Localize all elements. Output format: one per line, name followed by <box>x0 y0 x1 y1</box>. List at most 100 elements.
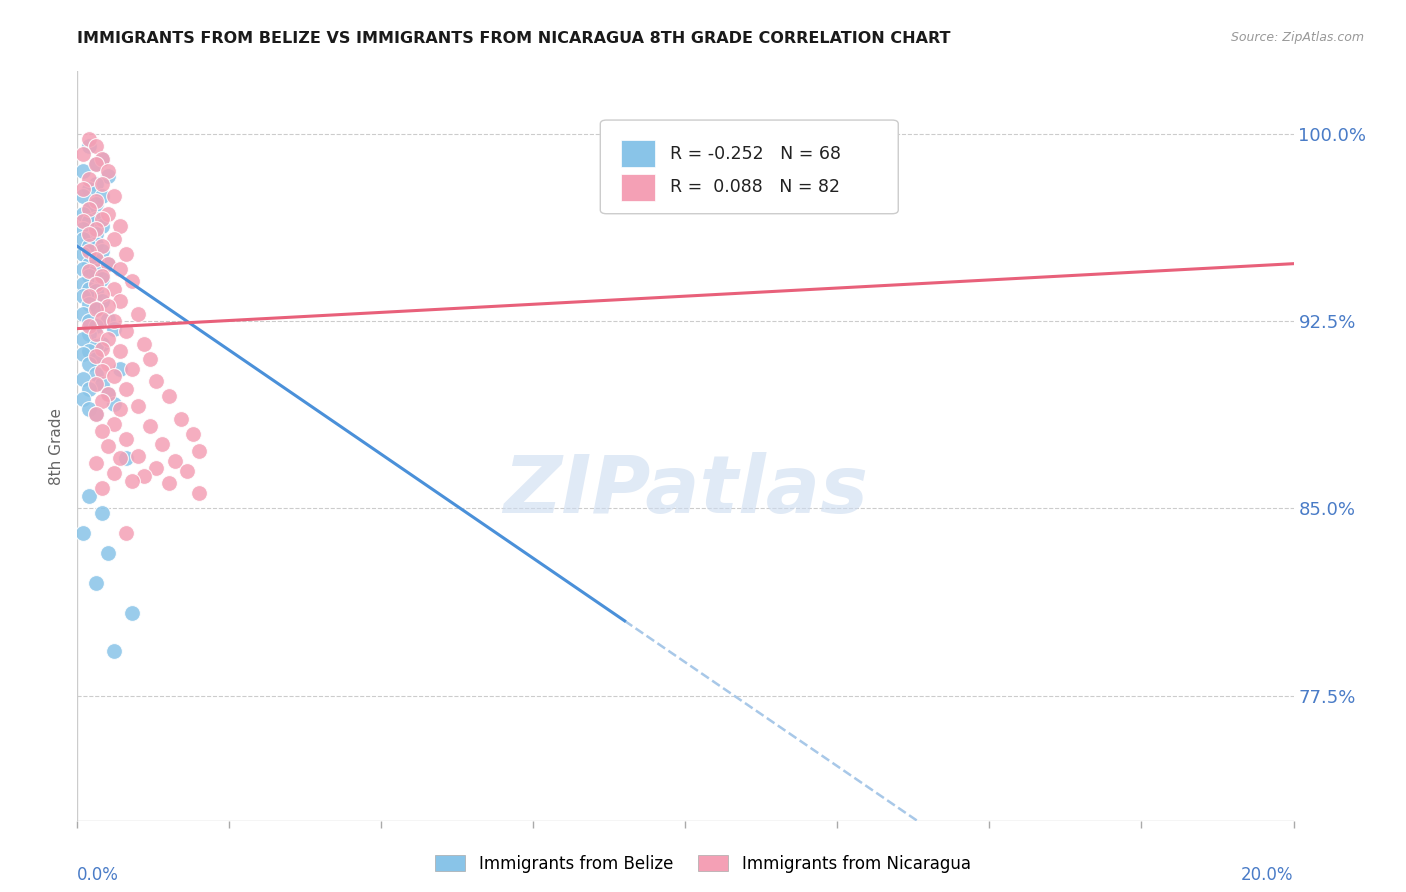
Point <box>103 189 125 203</box>
Point <box>121 274 143 288</box>
Point <box>84 157 107 171</box>
Point <box>79 202 101 216</box>
Point <box>84 339 107 353</box>
Point <box>97 386 120 401</box>
Point <box>90 244 112 259</box>
Point <box>188 444 211 458</box>
Point <box>121 474 143 488</box>
Point <box>108 401 131 416</box>
Text: Source: ZipAtlas.com: Source: ZipAtlas.com <box>1230 31 1364 45</box>
Point <box>90 342 112 356</box>
Point <box>97 299 120 313</box>
Text: ZIPatlas: ZIPatlas <box>503 452 868 530</box>
Point <box>72 307 94 321</box>
Point <box>90 424 112 438</box>
Point <box>84 139 107 153</box>
Point <box>181 426 204 441</box>
Point <box>163 454 186 468</box>
Point <box>79 326 101 341</box>
Point <box>90 152 112 166</box>
Point <box>90 152 112 166</box>
Point <box>72 346 94 360</box>
Point <box>72 182 94 196</box>
Point <box>127 307 149 321</box>
Point <box>103 232 125 246</box>
Point <box>90 507 112 521</box>
Point <box>84 407 107 421</box>
Point <box>121 607 143 621</box>
Point <box>108 451 131 466</box>
Point <box>79 132 101 146</box>
Point <box>84 177 107 191</box>
Point <box>84 319 107 334</box>
Point <box>115 432 138 446</box>
Point <box>108 261 131 276</box>
Point <box>103 644 125 658</box>
Point <box>103 467 125 481</box>
Point <box>115 246 138 260</box>
Point <box>84 376 107 391</box>
Point <box>115 526 138 541</box>
Point <box>108 344 131 359</box>
Point <box>90 482 112 496</box>
Point <box>97 546 120 560</box>
Point <box>90 311 112 326</box>
Point <box>121 361 143 376</box>
Point <box>84 407 107 421</box>
Point <box>97 169 120 184</box>
Bar <box>621 140 655 168</box>
Point <box>84 351 107 366</box>
Point <box>170 411 193 425</box>
Point <box>84 326 107 341</box>
Point <box>97 257 120 271</box>
Point <box>79 319 101 334</box>
Point <box>72 392 94 406</box>
Point <box>97 357 120 371</box>
Point <box>139 351 162 366</box>
Point <box>72 277 94 291</box>
Point <box>79 227 101 241</box>
Point <box>79 257 101 271</box>
Point <box>103 282 125 296</box>
Point <box>79 214 101 228</box>
Point <box>157 476 180 491</box>
Point <box>79 244 101 259</box>
Point <box>79 296 101 310</box>
Point <box>90 219 112 234</box>
Point <box>97 439 120 453</box>
Point <box>84 157 107 171</box>
Point <box>84 277 107 291</box>
Point <box>79 269 101 284</box>
Point <box>84 301 107 316</box>
Point <box>90 394 112 409</box>
Point <box>90 177 112 191</box>
Point <box>79 139 101 153</box>
Point <box>103 369 125 384</box>
Y-axis label: 8th Grade: 8th Grade <box>49 408 65 484</box>
Point <box>90 286 112 301</box>
Point <box>152 436 174 450</box>
Point <box>145 461 167 475</box>
Point <box>79 171 101 186</box>
Point <box>72 232 94 246</box>
FancyBboxPatch shape <box>600 120 898 214</box>
Point <box>108 361 131 376</box>
Point <box>103 396 125 410</box>
Point <box>84 227 107 241</box>
Point <box>90 239 112 253</box>
Point <box>90 271 112 285</box>
Point <box>79 489 101 503</box>
Point <box>90 376 112 391</box>
Point <box>79 357 101 371</box>
Point <box>79 239 101 253</box>
Point <box>139 419 162 434</box>
Point <box>72 164 94 178</box>
Point <box>79 232 101 246</box>
Point <box>97 311 120 326</box>
Point <box>84 211 107 226</box>
Text: IMMIGRANTS FROM BELIZE VS IMMIGRANTS FROM NICARAGUA 8TH GRADE CORRELATION CHART: IMMIGRANTS FROM BELIZE VS IMMIGRANTS FRO… <box>77 31 950 46</box>
Point <box>79 182 101 196</box>
Point <box>79 264 101 278</box>
Point <box>84 576 107 591</box>
Point <box>79 401 101 416</box>
